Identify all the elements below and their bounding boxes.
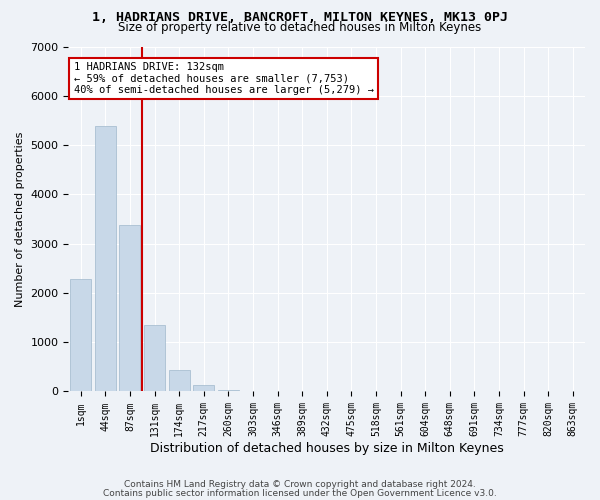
Bar xyxy=(119,225,140,392)
Text: Contains public sector information licensed under the Open Government Licence v3: Contains public sector information licen… xyxy=(103,488,497,498)
Bar xyxy=(218,390,239,392)
Y-axis label: Number of detached properties: Number of detached properties xyxy=(15,132,25,306)
Bar xyxy=(95,126,116,392)
Bar xyxy=(242,390,263,392)
Bar xyxy=(70,279,91,392)
Text: Size of property relative to detached houses in Milton Keynes: Size of property relative to detached ho… xyxy=(118,22,482,35)
Text: 1, HADRIANS DRIVE, BANCROFT, MILTON KEYNES, MK13 0PJ: 1, HADRIANS DRIVE, BANCROFT, MILTON KEYN… xyxy=(92,11,508,24)
X-axis label: Distribution of detached houses by size in Milton Keynes: Distribution of detached houses by size … xyxy=(150,442,503,455)
Bar xyxy=(169,370,190,392)
Text: 1 HADRIANS DRIVE: 132sqm
← 59% of detached houses are smaller (7,753)
40% of sem: 1 HADRIANS DRIVE: 132sqm ← 59% of detach… xyxy=(74,62,374,95)
Text: Contains HM Land Registry data © Crown copyright and database right 2024.: Contains HM Land Registry data © Crown c… xyxy=(124,480,476,489)
Bar xyxy=(144,326,165,392)
Bar xyxy=(193,385,214,392)
